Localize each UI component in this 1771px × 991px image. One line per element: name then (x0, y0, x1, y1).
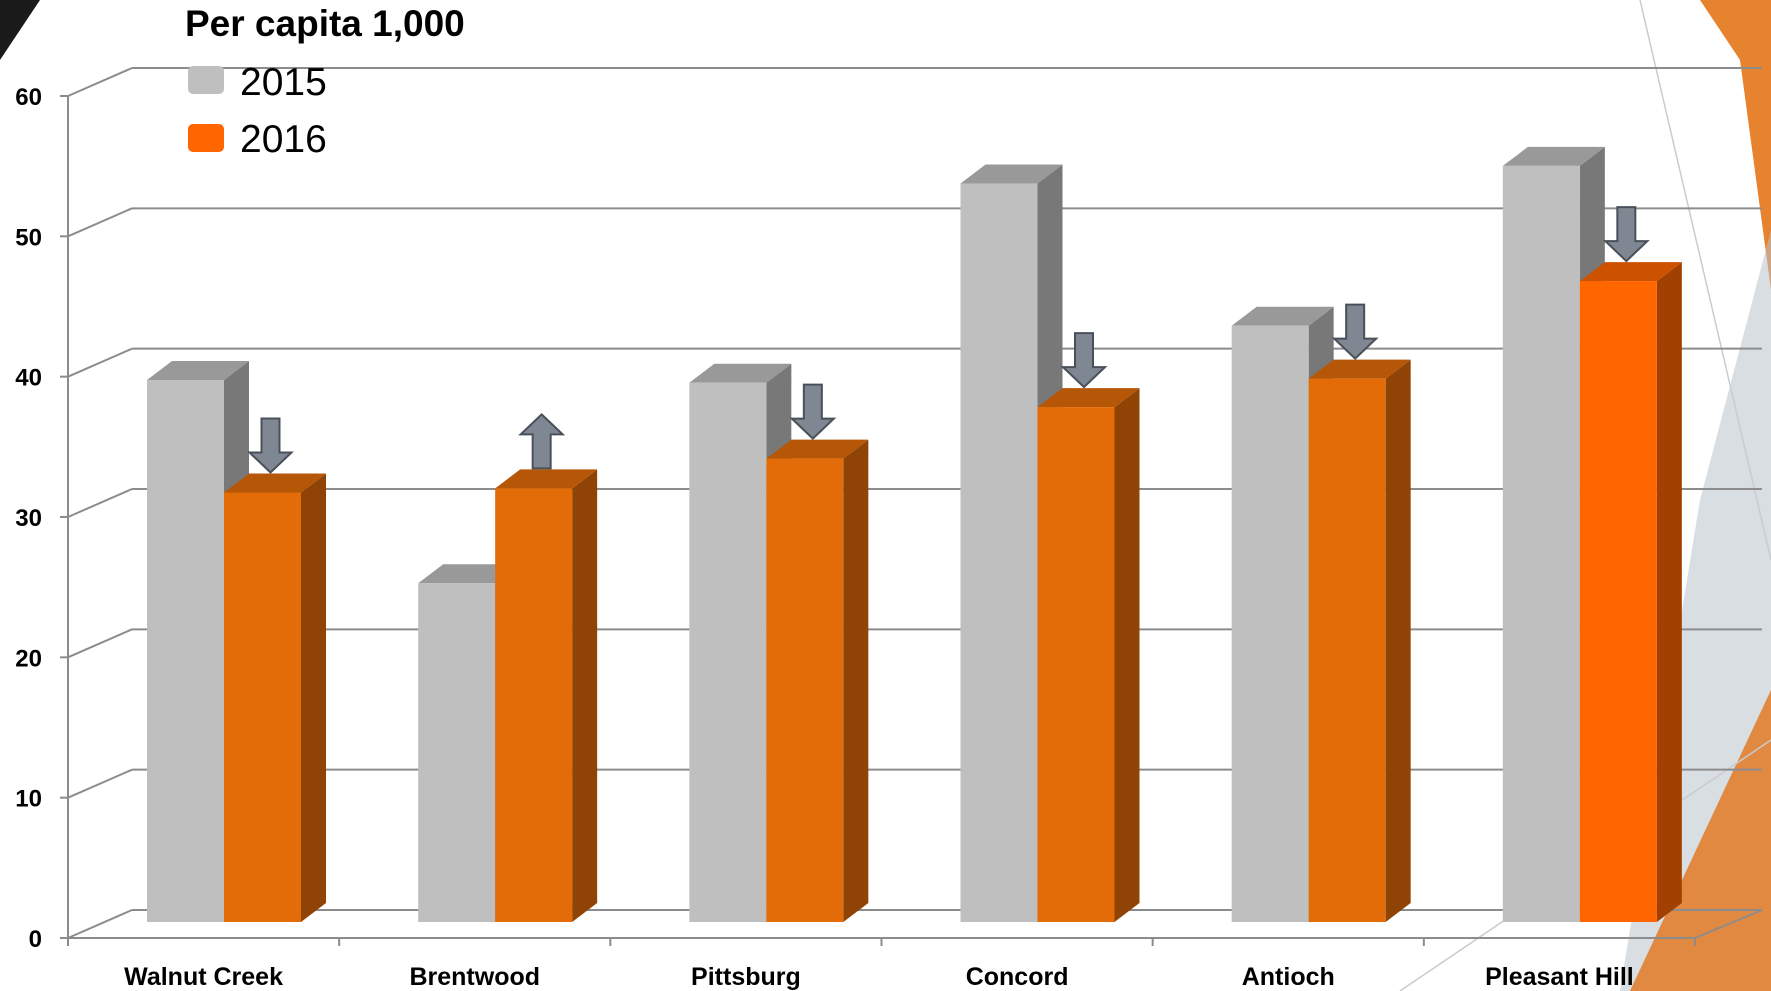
y-axis-ticks: 0 10 20 30 40 50 60 (15, 84, 68, 953)
arrow-down-icon (789, 383, 837, 440)
legend-swatch-2015 (188, 66, 224, 94)
x-tick-label: Pittsburg (691, 963, 801, 991)
bar-side (843, 439, 869, 922)
legend-label-2016: 2016 (240, 118, 327, 161)
chart-title: Per capita 1,000 (185, 3, 465, 44)
x-tick-label: Antioch (1242, 963, 1335, 991)
bar-2016-concord (1037, 388, 1140, 923)
x-tick-label: Pleasant Hill (1485, 963, 1634, 991)
gridline-depth (67, 628, 133, 659)
bar-2015-concord (960, 164, 1063, 922)
y-tick-label: 0 (29, 926, 42, 953)
gridline-depth (67, 488, 133, 518)
y-tick-label: 50 (15, 224, 42, 251)
bar-2016-pleasant-hill (1579, 262, 1682, 923)
bar-top (418, 564, 521, 584)
arrow-down-icon (1331, 303, 1379, 361)
gridline-depth (67, 347, 133, 378)
bar-front (495, 488, 573, 922)
bar-top (1579, 262, 1682, 282)
bar-side (1656, 262, 1682, 923)
bar-front (1037, 407, 1115, 923)
bar-top (689, 363, 792, 383)
y-tick-label: 60 (15, 84, 42, 111)
bar-top (147, 361, 249, 380)
x-tick-label: Concord (966, 963, 1069, 991)
x-tick-label: Brentwood (409, 963, 540, 991)
bar-side (572, 469, 598, 922)
bar-front (1502, 165, 1580, 922)
bar-top (766, 439, 869, 459)
arrow-down-icon (1060, 332, 1108, 389)
bar-top (960, 164, 1063, 184)
bar-side (1114, 388, 1140, 923)
bar-top (1231, 306, 1334, 326)
bar-top (1308, 359, 1411, 379)
gridline-depth (67, 67, 133, 97)
bar-side (1385, 359, 1411, 922)
change-arrows (247, 206, 1650, 474)
legend: Per capita 1,000 2015 2016 (185, 3, 465, 161)
y-tick-label: 10 (15, 786, 42, 813)
bar-top (1037, 388, 1140, 408)
arrow-down-icon (247, 417, 294, 474)
bar-series (147, 146, 1682, 923)
legend-swatch-2016 (188, 124, 224, 152)
bar-2016-antioch (1308, 359, 1411, 922)
x-axis-ticks: Walnut Creek Brentwood Pittsburg Concord Ant… (67, 938, 1696, 991)
gridline-depth (67, 768, 133, 799)
bar-front (960, 183, 1038, 922)
y-tick-label: 40 (15, 365, 42, 392)
bar-2016-pittsburg (766, 439, 869, 922)
bar-front (1579, 281, 1657, 923)
legend-label-2015: 2015 (240, 61, 327, 104)
arrow-down-icon (1602, 206, 1650, 263)
bar-side (301, 473, 326, 922)
y-tick-label: 30 (15, 505, 42, 532)
bar-top (1502, 146, 1605, 166)
x-tick-label: Walnut Creek (124, 963, 283, 991)
bar-front (147, 380, 224, 922)
gridline-depth (67, 909, 133, 939)
bar-top (224, 473, 326, 493)
gridline-depth (67, 207, 133, 238)
bar-2016-walnut-creek (224, 473, 326, 922)
bar-front (418, 583, 496, 922)
bar-front (689, 382, 767, 923)
bar-front (1308, 378, 1386, 922)
y-tick-label: 20 (15, 645, 42, 672)
bar-top (495, 469, 598, 489)
bar-front (766, 458, 844, 922)
gridlines (67, 67, 1762, 939)
bar-front (1231, 325, 1309, 922)
arrow-up-icon (518, 413, 566, 470)
bar-front (224, 492, 301, 922)
bar-2016-brentwood (495, 469, 598, 922)
